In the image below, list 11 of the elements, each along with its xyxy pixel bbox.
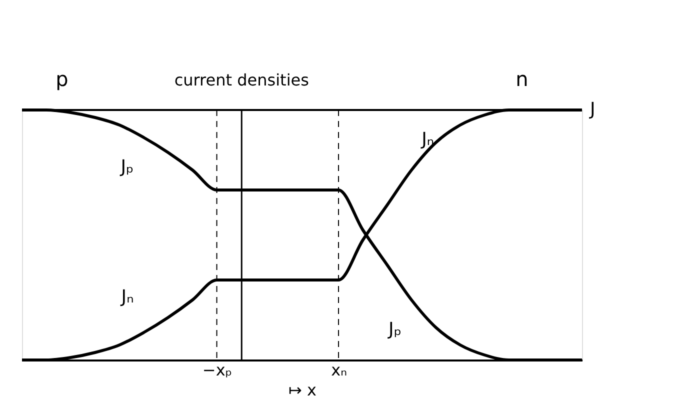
series-label: Jₚ <box>388 319 402 340</box>
ref-line-label: J <box>589 99 596 120</box>
text: Jₙ <box>121 286 134 308</box>
x-axis-title: ↦ x <box>288 380 316 400</box>
series-label: Jₙ <box>420 129 434 150</box>
text: Jₚ <box>120 156 134 178</box>
y-axis-title: current densities <box>174 70 309 90</box>
text: p <box>56 67 68 91</box>
x-tick-label: −xₚ <box>202 360 232 380</box>
x-tick-label: xₙ <box>331 360 347 380</box>
text: n <box>516 67 528 91</box>
